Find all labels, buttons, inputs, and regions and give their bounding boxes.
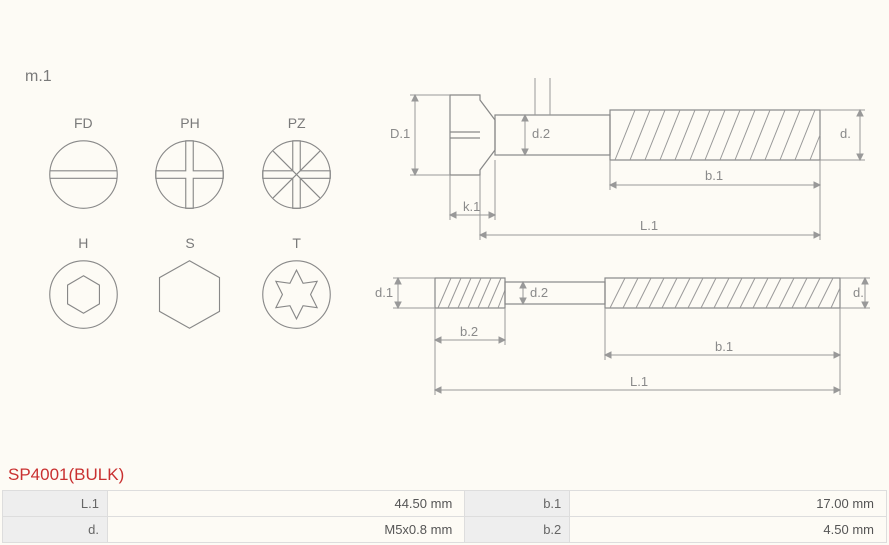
- drive-pz: PZ: [252, 115, 342, 215]
- upper-screw: D.1 d.2 d. k.1: [390, 78, 865, 240]
- torx-icon: [259, 257, 334, 332]
- dim-d-lower: d.: [853, 285, 864, 300]
- drive-label: T: [252, 235, 342, 251]
- lower-screw: d.1 d.2 d. b.2: [375, 278, 870, 395]
- dim-k1: k.1: [463, 199, 480, 214]
- spec-label: L.1: [3, 491, 108, 517]
- table-row: d. M5x0.8 mm b.2 4.50 mm: [3, 517, 887, 543]
- spec-value: 44.50 mm: [108, 491, 465, 517]
- drive-label: PH: [145, 115, 235, 131]
- dim-L1-upper: L.1: [640, 218, 658, 233]
- phillips-icon: [152, 137, 227, 212]
- dim-d2-upper: d.2: [532, 126, 550, 141]
- drive-label: H: [38, 235, 128, 251]
- drive-fd: FD: [38, 115, 128, 215]
- dim-d2-lower: d.2: [530, 285, 548, 300]
- spec-value: 17.00 mm: [570, 491, 887, 517]
- dim-d1-lower: d.1: [375, 285, 393, 300]
- spec-value: 4.50 mm: [570, 517, 887, 543]
- drive-label: FD: [38, 115, 128, 131]
- product-title: SP4001(BULK): [8, 465, 124, 485]
- drive-h: H: [38, 235, 128, 335]
- drive-ph: PH: [145, 115, 235, 215]
- dim-d-upper: d.: [840, 126, 851, 141]
- spec-label: b.1: [465, 491, 570, 517]
- drive-types-grid: FD PH PZ H: [30, 115, 350, 355]
- drive-t: T: [252, 235, 342, 335]
- drive-label: S: [145, 235, 235, 251]
- dim-b1-lower: b.1: [715, 339, 733, 354]
- section-label: m.1: [25, 68, 52, 86]
- spec-label: d.: [3, 517, 108, 543]
- drive-row-1: FD PH PZ: [30, 115, 350, 215]
- spec-value: M5x0.8 mm: [108, 517, 465, 543]
- spec-label: b.2: [465, 517, 570, 543]
- drive-label: PZ: [252, 115, 342, 131]
- pozidriv-icon: [259, 137, 334, 212]
- hexagon-icon: [152, 257, 227, 332]
- technical-diagram: D.1 d.2 d. k.1: [375, 60, 880, 410]
- dim-b1-upper: b.1: [705, 168, 723, 183]
- dim-L1-lower: L.1: [630, 374, 648, 389]
- table-row: L.1 44.50 mm b.1 17.00 mm: [3, 491, 887, 517]
- slotted-icon: [46, 137, 121, 212]
- spec-table: L.1 44.50 mm b.1 17.00 mm d. M5x0.8 mm b…: [2, 490, 887, 543]
- drive-s: S: [145, 235, 235, 335]
- dim-b2: b.2: [460, 324, 478, 339]
- dim-D1: D.1: [390, 126, 410, 141]
- drive-row-2: H S T: [30, 235, 350, 335]
- hex-socket-icon: [46, 257, 121, 332]
